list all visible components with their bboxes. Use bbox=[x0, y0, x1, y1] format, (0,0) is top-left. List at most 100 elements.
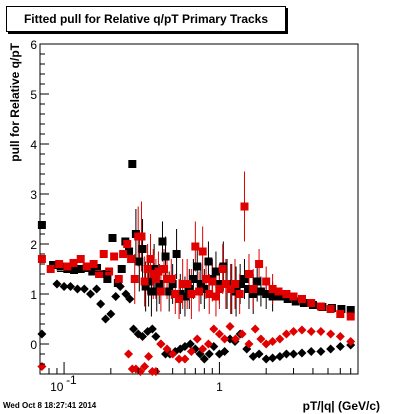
series-3-point bbox=[162, 344, 172, 354]
series-2-point bbox=[96, 299, 106, 309]
series-1-point bbox=[89, 260, 98, 268]
series-2-point bbox=[316, 347, 326, 356]
series-1-point bbox=[76, 255, 85, 263]
plot-frame bbox=[39, 43, 359, 375]
series-0-point bbox=[268, 292, 277, 301]
series-1-point bbox=[149, 270, 158, 278]
series-1-point bbox=[255, 260, 264, 268]
series-1-point bbox=[205, 290, 214, 298]
series-2-point bbox=[72, 284, 82, 294]
series-1-point bbox=[156, 287, 165, 296]
series-1-point bbox=[244, 270, 253, 278]
series-1-point bbox=[218, 265, 227, 273]
series-2-point bbox=[59, 282, 69, 291]
series-2-point bbox=[185, 339, 195, 349]
series-0-point bbox=[155, 280, 164, 288]
series-1-point bbox=[268, 285, 277, 293]
series-1-point bbox=[208, 277, 217, 286]
series-0-point bbox=[196, 280, 205, 288]
series-1-point bbox=[198, 247, 207, 256]
series-3-point bbox=[275, 334, 285, 344]
series-3-point bbox=[231, 334, 241, 344]
series-3-point bbox=[156, 339, 166, 349]
series-3-point bbox=[180, 354, 190, 364]
series-1-point bbox=[46, 265, 55, 273]
series-1-point bbox=[297, 295, 306, 303]
series-1-point bbox=[171, 290, 180, 298]
series-2-point bbox=[254, 349, 264, 359]
series-3-point bbox=[37, 362, 47, 371]
series-1-point bbox=[123, 240, 132, 248]
series-3-point bbox=[326, 329, 336, 339]
series-2-point bbox=[147, 324, 157, 334]
series-1-point bbox=[119, 250, 128, 258]
y-tick-label: 2 bbox=[30, 238, 37, 252]
series-1-point bbox=[336, 310, 345, 318]
series-0-point bbox=[244, 285, 253, 293]
series-1-point bbox=[140, 277, 149, 286]
series-0-point bbox=[172, 250, 181, 258]
series-0-point bbox=[135, 257, 144, 266]
series-0-point bbox=[253, 277, 262, 286]
series-1-point bbox=[307, 299, 316, 307]
series-1-point bbox=[163, 275, 172, 283]
y-axis-label: pull for Relative q/pT bbox=[8, 42, 22, 161]
series-1-point bbox=[249, 285, 258, 293]
series-3-point bbox=[281, 329, 291, 339]
series-1-point bbox=[274, 287, 283, 296]
series-0-point bbox=[189, 275, 198, 283]
series-0-point bbox=[180, 292, 189, 301]
series-2-point bbox=[79, 284, 89, 294]
series-0-point bbox=[262, 290, 271, 298]
series-0-point bbox=[125, 247, 134, 256]
series-2-point bbox=[326, 344, 336, 354]
series-0-point bbox=[158, 237, 167, 246]
series-0-point bbox=[152, 287, 161, 296]
series-1-point bbox=[191, 242, 200, 251]
series-1-point bbox=[69, 259, 78, 267]
series-1-point bbox=[326, 305, 335, 313]
series-1-point bbox=[226, 285, 235, 293]
series-1-point bbox=[99, 250, 108, 258]
series-2-point bbox=[335, 342, 345, 351]
series-0-point bbox=[236, 280, 245, 288]
series-3-point bbox=[289, 327, 299, 336]
series-3-point bbox=[209, 324, 219, 334]
series-2-point bbox=[297, 348, 307, 358]
series-2-point bbox=[261, 354, 271, 364]
series-0-point bbox=[200, 285, 209, 293]
series-1-point bbox=[346, 312, 355, 321]
series-0-point bbox=[204, 257, 213, 266]
series-2-point bbox=[151, 332, 161, 341]
series-0-point bbox=[141, 282, 150, 291]
series-0-point bbox=[128, 160, 137, 168]
series-2-point bbox=[199, 354, 209, 364]
series-1-point bbox=[183, 280, 192, 288]
series-3-point bbox=[297, 325, 307, 335]
series-2-point bbox=[289, 349, 299, 359]
series-1-point bbox=[160, 265, 169, 273]
series-1-point bbox=[55, 260, 64, 268]
series-1-point bbox=[175, 295, 184, 303]
series-0-point bbox=[103, 275, 112, 283]
series-0-point bbox=[161, 252, 170, 261]
series-0-point bbox=[76, 265, 85, 273]
series-2-point bbox=[111, 292, 121, 301]
series-3-point bbox=[220, 334, 230, 344]
series-1-point bbox=[221, 280, 230, 288]
y-tick-label: 3 bbox=[30, 188, 37, 202]
series-1-point bbox=[82, 262, 91, 271]
series-1-point bbox=[130, 275, 139, 283]
x-tick-label-exponent: -1 bbox=[66, 373, 77, 387]
series-0-point bbox=[283, 295, 292, 303]
series-0-point bbox=[117, 265, 126, 273]
series-3-point bbox=[203, 339, 213, 349]
series-2-point bbox=[220, 347, 230, 356]
series-2-point bbox=[204, 349, 214, 359]
series-0-point bbox=[256, 287, 265, 296]
series-1-point bbox=[167, 275, 176, 283]
series-1-point bbox=[282, 290, 291, 298]
series-1-point bbox=[202, 275, 211, 283]
series-0-point bbox=[291, 297, 300, 306]
series-1-point bbox=[187, 290, 196, 298]
